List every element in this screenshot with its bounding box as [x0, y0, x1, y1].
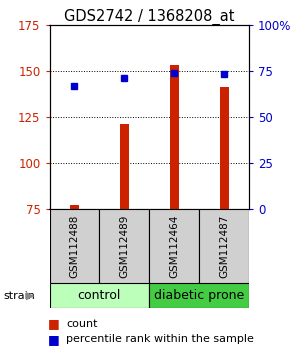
Text: strain: strain: [3, 291, 35, 301]
Text: control: control: [78, 289, 121, 302]
Text: GSM112489: GSM112489: [119, 214, 129, 278]
Text: count: count: [66, 319, 98, 329]
Text: GSM112464: GSM112464: [169, 214, 179, 278]
Bar: [199, 209, 249, 283]
Bar: [99, 209, 149, 283]
Text: diabetic prone: diabetic prone: [154, 289, 244, 302]
Bar: [170, 65, 179, 209]
Bar: [70, 205, 79, 209]
Text: ▶: ▶: [26, 291, 34, 301]
Bar: [120, 124, 129, 209]
Bar: [220, 87, 229, 209]
Text: percentile rank within the sample: percentile rank within the sample: [66, 334, 254, 344]
Bar: [50, 283, 149, 308]
Text: GSM112487: GSM112487: [219, 214, 229, 278]
Title: GDS2742 / 1368208_at: GDS2742 / 1368208_at: [64, 8, 235, 25]
Bar: [149, 283, 249, 308]
Text: GSM112488: GSM112488: [69, 214, 80, 278]
Text: ■: ■: [48, 318, 60, 330]
Text: ■: ■: [48, 333, 60, 346]
Bar: [50, 209, 99, 283]
Bar: [149, 209, 199, 283]
